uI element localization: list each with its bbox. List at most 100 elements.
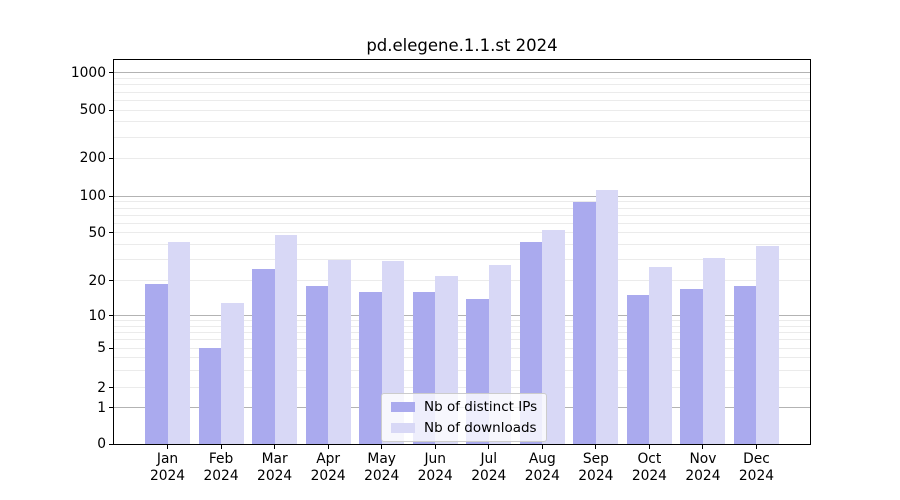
y-tick-mark [109,109,113,111]
y-tick-mark [109,157,113,159]
bar-downloads-apr [328,259,351,444]
x-tick-mark [702,445,704,449]
bar-distinct-ips-dec [733,286,757,444]
y-tick-mark [109,387,113,389]
minor-gridline [114,91,810,93]
minor-gridline [114,339,810,341]
y-tick-label: 20 [88,272,106,289]
x-tick-mark [488,445,490,449]
x-tick-mark [595,445,597,449]
x-tick-mark [327,445,329,449]
minor-gridline [114,280,810,282]
x-tick-mark [648,445,650,449]
minor-gridline [114,157,810,159]
x-tick-label-jul: Jul 2024 [471,451,507,484]
chart-legend: Nb of distinct IPs Nb of downloads [381,393,548,442]
x-tick-mark [755,445,757,449]
x-tick-mark [220,445,222,449]
x-tick-label-apr: Apr 2024 [310,451,346,484]
y-tick-label: 0 [97,436,106,452]
minor-gridline [114,369,810,371]
x-tick-label-jun: Jun 2024 [417,451,453,484]
bar-downloads-mar [274,234,298,444]
plot-area: Nb of distinct IPs Nb of downloads 0 1 2 5 1… [71,59,811,484]
x-tick-mark [167,445,169,449]
legend-label-downloads: Nb of downloads [424,420,537,436]
bar-downloads-jan [167,241,191,444]
bar-distinct-ips-mar [252,269,275,444]
minor-gridline [114,78,810,80]
minor-gridline [114,222,810,224]
major-gridline [114,315,810,317]
minor-gridline [114,357,810,359]
x-tick-mark [381,445,383,449]
bar-downloads-feb [221,302,244,444]
bar-downloads-aug [542,229,565,444]
minor-gridline [114,320,810,322]
x-tick-label-feb: Feb 2024 [203,451,239,484]
x-tick-label-sep: Sep 2024 [578,451,614,484]
y-tick-label: 10 [88,307,106,324]
x-tick-mark [541,445,543,449]
x-tick-label-aug: Aug 2024 [524,451,560,484]
legend-swatch-downloads-icon [391,423,415,433]
major-gridline [114,195,810,197]
minor-gridline [114,387,810,389]
y-tick-mark [109,195,113,197]
bar-distinct-ips-feb [198,348,222,444]
minor-gridline [114,259,810,261]
legend-item-distinct-ips: Nb of distinct IPs [391,399,537,415]
y-tick-label: 5 [97,340,106,357]
x-tick-label-dec: Dec 2024 [738,451,775,484]
x-tick-label-may: May 2024 [364,451,400,484]
bar-distinct-ips-apr [305,286,329,444]
x-tick-mark [434,445,436,449]
y-tick-mark [109,232,113,234]
y-tick-label: 500 [79,102,106,119]
minor-gridline [114,325,810,327]
y-tick-mark [109,72,113,74]
legend-swatch-distinct-ips-icon [391,402,415,412]
major-gridline [114,72,810,74]
bar-distinct-ips-nov [680,289,703,444]
minor-gridline [114,136,810,138]
bar-distinct-ips-oct [626,295,650,444]
y-tick-label: 2 [97,379,106,396]
bar-downloads-sep [595,190,619,444]
minor-gridline [114,232,810,234]
minor-gridline [114,84,810,86]
minor-gridline [114,332,810,334]
x-tick-mark [274,445,276,449]
minor-gridline [114,347,810,349]
y-tick-mark [109,315,113,317]
y-tick-label: 50 [88,224,106,241]
minor-gridline [114,121,810,123]
y-tick-label: 1 [97,399,106,416]
x-tick-label-jan: Jan 2024 [149,451,186,484]
x-tick-label-nov: Nov 2024 [685,451,721,484]
y-tick-label: 1000 [70,64,106,81]
bar-downloads-dec [756,245,779,444]
minor-gridline [114,201,810,203]
y-tick-mark [109,347,113,349]
x-tick-label-oct: Oct 2024 [631,451,667,484]
minor-gridline [114,99,810,101]
y-tick-mark [109,407,113,409]
bar-distinct-ips-may [359,292,382,444]
chart-title: pd.elegene.1.1.st 2024 [366,36,558,55]
bar-downloads-nov [702,257,726,444]
bar-distinct-ips-sep [573,201,596,444]
minor-gridline [114,243,810,245]
minor-gridline [114,214,810,216]
legend-label-distinct-ips: Nb of distinct IPs [424,399,538,415]
y-tick-label: 100 [79,188,106,205]
y-tick-mark [109,443,113,445]
x-tick-label-mar: Mar 2024 [257,451,293,484]
bar-distinct-ips-jan [145,283,168,444]
minor-gridline [114,109,810,111]
bar-downloads-oct [649,267,672,444]
legend-item-downloads: Nb of downloads [391,420,537,436]
y-tick-label: 200 [79,150,106,167]
minor-gridline [114,207,810,209]
